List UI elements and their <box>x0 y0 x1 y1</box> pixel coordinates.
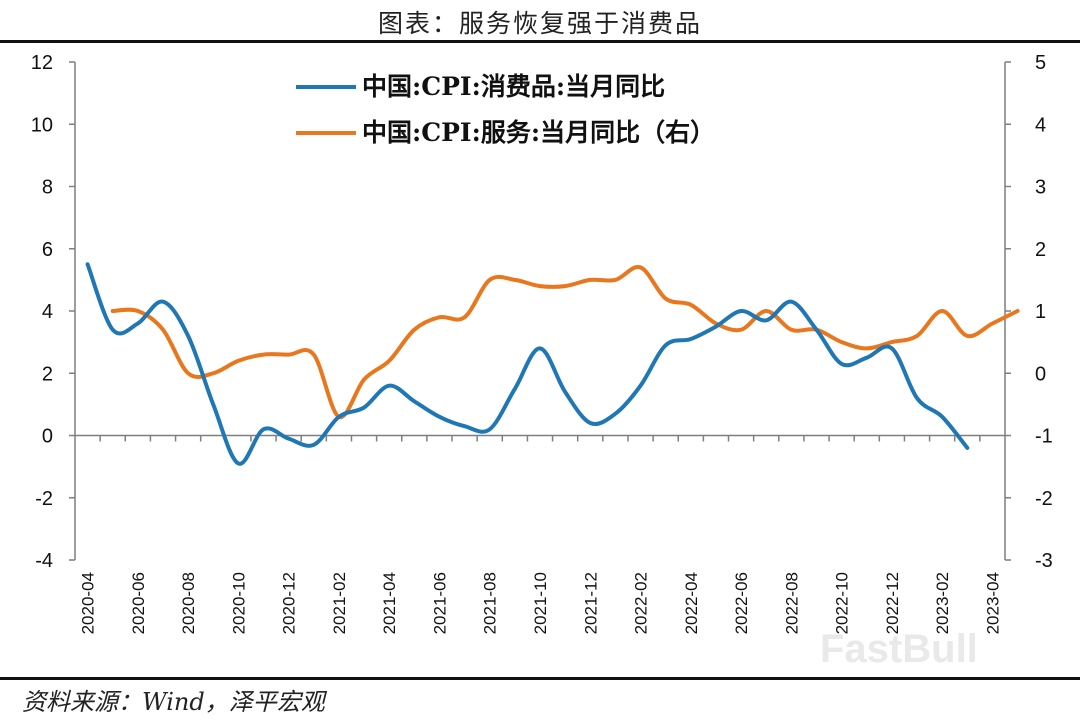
left-tick-label: -4 <box>35 550 53 572</box>
x-tick-label: 2021-12 <box>581 572 600 634</box>
right-tick-label: -3 <box>1035 550 1053 572</box>
legend-label-consumer: 中国:CPI:消费品:当月同比 <box>362 72 665 101</box>
right-tick-label: -2 <box>1035 488 1053 510</box>
x-tick-label: 2020-10 <box>229 572 248 634</box>
left-tick-label: 4 <box>42 301 53 323</box>
x-tick-label: 2020-08 <box>179 572 198 634</box>
legend-label-services: 中国:CPI:服务:当月同比（右） <box>362 118 715 147</box>
watermark-layer: FastBull <box>820 627 978 671</box>
left-tick-label: 10 <box>31 114 53 136</box>
right-tick-label: 3 <box>1035 177 1046 199</box>
series-line-services <box>110 264 1020 419</box>
left-tick-label: 12 <box>31 52 53 74</box>
legend: 中国:CPI:消费品:当月同比 中国:CPI:服务:当月同比（右） <box>296 72 715 147</box>
series-line-consumer <box>85 262 970 466</box>
watermark-text: FastBull <box>820 627 978 671</box>
x-tick-label: 2022-04 <box>682 572 701 634</box>
x-tick-label: 2022-02 <box>632 572 651 634</box>
right-tick-label: 0 <box>1035 363 1046 385</box>
right-tick-label: 5 <box>1035 52 1046 74</box>
x-tick-label: 2023-04 <box>983 572 1002 634</box>
right-tick-label: 2 <box>1035 239 1046 261</box>
x-tick-label: 2021-04 <box>380 572 399 634</box>
title-divider <box>0 40 1080 43</box>
x-tick-label: 2020-04 <box>79 572 98 634</box>
left-tick-label: 8 <box>42 177 53 199</box>
right-tick-label: 1 <box>1035 301 1046 323</box>
x-tick-label: 2021-08 <box>481 572 500 634</box>
left-tick-label: 0 <box>42 426 53 448</box>
x-tick-label: 2022-06 <box>732 572 751 634</box>
x-tick-label: 2020-12 <box>280 572 299 634</box>
x-tick-label: 2021-06 <box>430 572 449 634</box>
x-tick-label: 2022-10 <box>833 572 852 634</box>
x-tick-label: 2022-12 <box>883 572 902 634</box>
x-tick-label: 2022-08 <box>782 572 801 634</box>
left-tick-label: 2 <box>42 363 53 385</box>
left-tick-label: -2 <box>35 488 53 510</box>
x-tick-label: 2020-06 <box>129 572 148 634</box>
chart-title: 图表：服务恢复强于消费品 <box>377 9 702 38</box>
x-tick-label: 2023-02 <box>933 572 952 634</box>
right-tick-label: -1 <box>1035 426 1053 448</box>
footer-divider <box>0 677 1080 680</box>
x-tick-label: 2021-10 <box>531 572 550 634</box>
series-layer <box>85 262 1020 466</box>
right-tick-label: 4 <box>1035 114 1046 136</box>
x-tick-label: 2021-02 <box>330 572 349 634</box>
left-tick-label: 6 <box>42 239 53 261</box>
source-note: 资料来源：Wind，泽平宏观 <box>22 688 325 716</box>
